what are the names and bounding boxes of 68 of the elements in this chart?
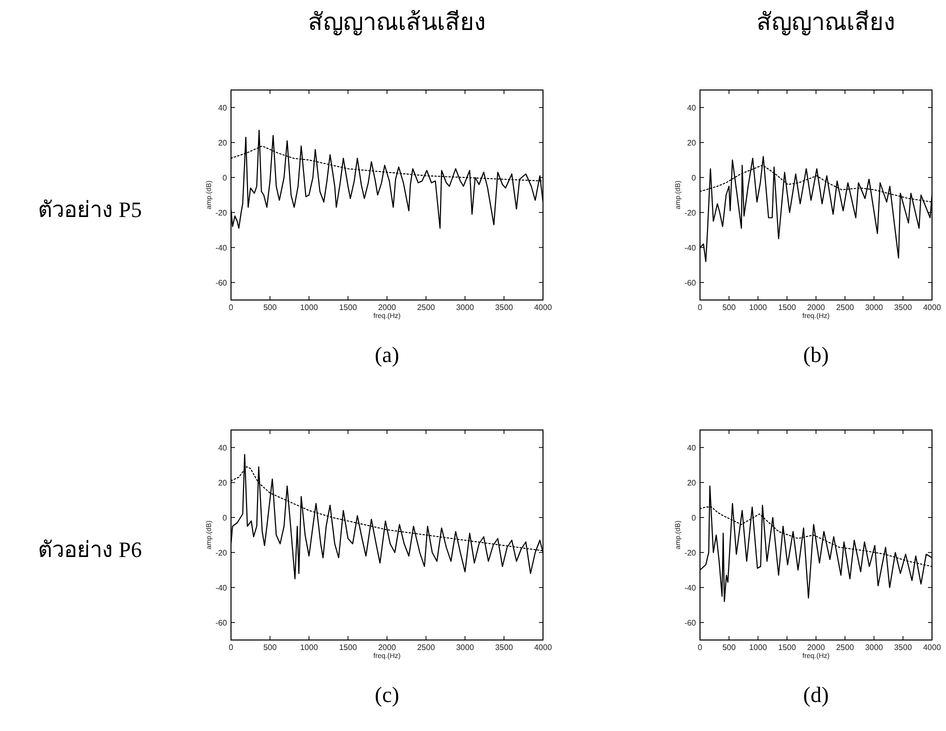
y-tick-label: -60 [684, 618, 697, 628]
x-tick-label: 2500 [417, 303, 436, 312]
x-tick-label: 3000 [865, 643, 884, 652]
x-tick-label: 1500 [778, 643, 796, 652]
y-tick-label: 0 [222, 174, 228, 182]
y-tick-label: -40 [684, 584, 697, 592]
y-tick-label: 20 [218, 138, 228, 148]
y-tick-label: -40 [684, 244, 697, 252]
x-tick-label: 0 [698, 643, 703, 652]
x-tick-label: 3500 [495, 303, 514, 312]
x-tick-label: 1000 [300, 643, 318, 652]
x-tick-label: 4000 [923, 643, 942, 652]
x-tick-label: 3000 [456, 643, 474, 652]
x-tick-label: 0 [698, 303, 703, 312]
x-tick-label: 3500 [894, 643, 912, 652]
y-tick-label: -20 [215, 208, 228, 218]
y-tick-label: 0 [692, 514, 697, 522]
y-tick-label: 20 [218, 478, 228, 488]
x-tick-label: 1000 [749, 643, 768, 652]
y-tick-label: -60 [215, 618, 228, 628]
x-tick-label: 500 [263, 303, 278, 312]
x-tick-label: 1000 [300, 303, 318, 312]
x-tick-label: 2000 [807, 303, 826, 312]
x-tick-label: 500 [722, 303, 736, 312]
y-tick-label: 40 [687, 104, 697, 112]
chart-title: สัญญาณเสียง [756, 9, 896, 36]
x-tick-label: 3000 [456, 303, 474, 312]
text: (a) [374, 342, 400, 367]
y-tick-label: -20 [684, 548, 697, 558]
x-tick-label: 2000 [807, 643, 826, 652]
x-tick-label: 4000 [923, 303, 942, 312]
text: (b) [803, 342, 829, 367]
y-tick-label: -20 [684, 208, 697, 218]
text: ตัวอย่าง P6 [38, 537, 142, 562]
x-tick-label: 1500 [339, 643, 358, 652]
y-tick-label: 20 [687, 478, 697, 488]
x-tick-label: 2000 [378, 643, 396, 652]
chart-title: สัญญาณเส้นเสียง [308, 9, 486, 36]
y-tick-label: -40 [215, 584, 228, 592]
x-tick-label: 3500 [894, 303, 912, 312]
x-tick-label: 3000 [865, 303, 884, 312]
x-tick-label: 4000 [534, 643, 552, 652]
y-tick-label: -40 [215, 244, 228, 252]
y-tick-label: -20 [215, 548, 228, 558]
y-tick-label: 0 [692, 174, 697, 182]
x-tick-label: 1000 [749, 303, 768, 312]
x-tick-label: 2000 [378, 303, 396, 312]
x-tick-label: 2500 [836, 643, 854, 652]
x-tick-label: 4000 [534, 303, 552, 312]
x-tick-label: 500 [722, 643, 736, 652]
x-tick-label: 0 [228, 643, 234, 652]
x-tick-label: 3500 [495, 643, 514, 652]
y-tick-label: -60 [684, 278, 697, 288]
x-tick-label: 1500 [339, 303, 358, 312]
x-tick-label: 1500 [778, 303, 796, 312]
x-tick-label: 2500 [417, 643, 436, 652]
y-tick-label: 0 [222, 514, 228, 522]
x-tick-label: 500 [263, 643, 278, 652]
y-tick-label: -60 [215, 278, 228, 288]
y-tick-label: 20 [687, 138, 697, 148]
x-tick-label: 2500 [836, 303, 854, 312]
y-tick-label: 40 [687, 444, 697, 452]
text: (d) [803, 682, 829, 707]
x-tick-label: 0 [228, 303, 234, 312]
text: ตัวอย่าง P5 [38, 197, 142, 222]
y-tick-label: 40 [218, 444, 228, 452]
text: (c) [374, 682, 400, 707]
y-tick-label: 40 [218, 104, 228, 112]
